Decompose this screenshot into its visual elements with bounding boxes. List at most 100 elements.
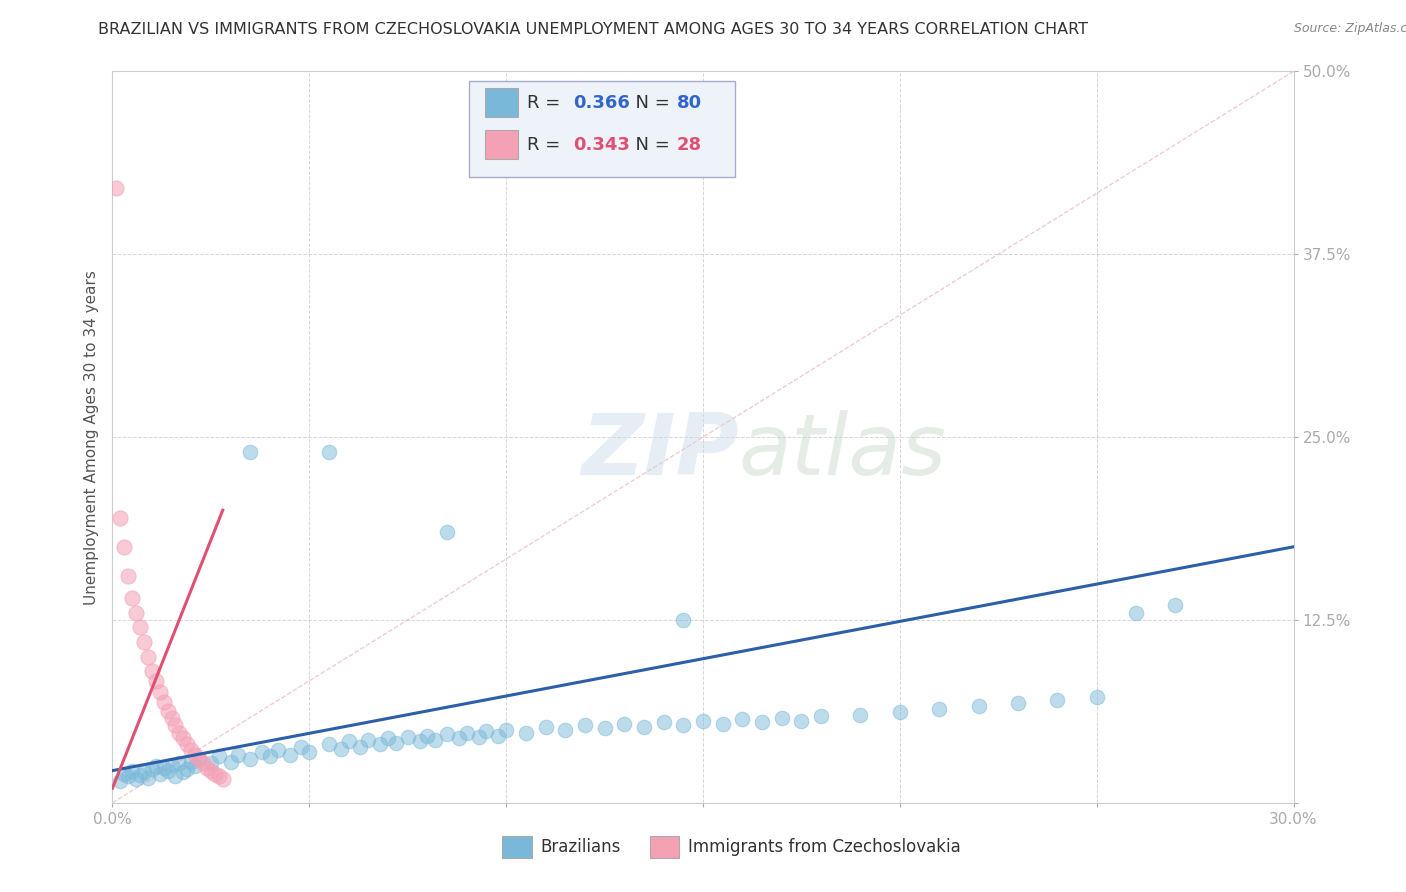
FancyBboxPatch shape [502,836,531,858]
Point [239,444,262,458]
Point [117,569,139,583]
Point [191,756,214,771]
Point [160,757,183,772]
Point [377,731,399,746]
Point [112,540,135,554]
Point [132,765,155,780]
Point [136,649,159,664]
Point [495,723,517,737]
Point [357,732,380,747]
Point [259,749,281,764]
Point [790,714,813,728]
Point [408,734,430,748]
Point [447,731,470,746]
Point [169,756,191,771]
Point [475,724,498,739]
Point [1125,606,1147,620]
Point [337,734,360,748]
Point [329,741,352,756]
Point [200,756,222,771]
Text: N =: N = [624,136,675,153]
Point [219,755,242,769]
Point [425,732,447,747]
Point [112,766,135,780]
Point [889,705,911,719]
Point [751,715,773,730]
Text: Immigrants from Czechoslovakia: Immigrants from Czechoslovakia [688,838,960,855]
Point [165,769,187,783]
Point [176,737,198,751]
Point [141,762,163,776]
Point [169,725,191,739]
Point [117,769,139,783]
Point [188,752,211,766]
Point [152,761,174,775]
Point [652,715,675,730]
Point [278,747,301,762]
Point [132,635,155,649]
Point [211,772,233,787]
Point [184,747,207,762]
Point [208,769,231,783]
Point [318,444,340,458]
Point [436,525,458,540]
Point [165,718,187,732]
Point [149,766,172,780]
Point [228,747,250,762]
Point [267,743,290,757]
Point [129,620,152,634]
Text: R =: R = [527,136,567,153]
Point [436,727,458,741]
FancyBboxPatch shape [470,81,735,178]
Point [160,711,183,725]
Point [770,711,793,725]
Point [613,716,636,731]
Point [239,752,262,766]
Point [416,729,439,743]
Text: 28: 28 [678,136,702,153]
Point [121,764,143,778]
Point [156,704,179,718]
Point [136,771,159,785]
Point [195,761,218,775]
Text: 80: 80 [678,94,702,112]
Point [849,708,872,723]
Point [967,699,990,714]
Point [250,745,273,759]
Point [318,737,340,751]
Text: ZIP: ZIP [581,410,738,493]
Point [125,772,148,787]
Point [810,709,832,723]
Point [731,713,754,727]
Point [486,729,509,743]
Point [593,721,616,735]
Text: atlas: atlas [738,410,946,493]
Text: 0.343: 0.343 [574,136,630,153]
Point [129,768,152,782]
Point [110,773,132,788]
Text: 0.366: 0.366 [574,94,630,112]
Point [1046,693,1069,707]
Point [633,720,655,734]
Point [672,613,695,627]
Point [1164,599,1187,613]
Text: N =: N = [624,94,675,112]
Point [200,764,222,778]
Point [172,731,194,746]
Point [204,766,226,780]
Point [156,764,179,778]
Text: Source: ZipAtlas.com: Source: ZipAtlas.com [1294,22,1406,36]
FancyBboxPatch shape [485,130,517,159]
Point [180,755,202,769]
Point [467,730,489,744]
Point [188,752,211,766]
Point [110,510,132,524]
Point [456,725,478,739]
Point [298,745,321,759]
Point [1085,690,1108,705]
Point [180,743,202,757]
Point [692,714,714,728]
Point [672,718,695,732]
Point [515,725,537,739]
Point [149,684,172,698]
